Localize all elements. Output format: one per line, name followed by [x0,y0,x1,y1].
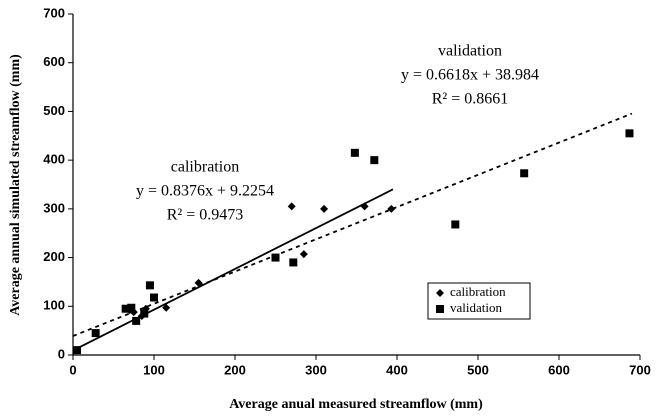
y-tick-label: 100 [43,298,65,313]
trend-line [76,188,394,350]
point [287,202,296,211]
x-tick-label: 500 [467,362,489,377]
point [451,220,460,229]
point [299,250,308,259]
trend-r2: R² = 0.8661 [432,91,509,108]
x-axis-title: Average anual measured streamflow (mm) [229,397,483,412]
point [140,309,149,318]
x-tick-label: 400 [386,362,408,377]
trend-equation: y = 0.6618x + 38.984 [401,67,539,84]
series-label: calibration [171,159,239,176]
y-tick-label: 600 [43,54,65,69]
y-tick-label: 700 [43,5,65,20]
x-tick-label: 100 [143,362,165,377]
point [350,148,359,157]
point [370,156,379,165]
y-tick-label: 0 [58,346,65,361]
point [271,253,280,262]
point [520,169,529,178]
trend-equation: y = 0.8376x + 9.2254 [136,183,274,200]
y-tick-label: 400 [43,152,65,167]
point [320,204,329,213]
point [289,258,298,267]
trend-line [72,112,633,337]
y-tick-label: 500 [43,103,65,118]
x-tick-label: 700 [629,362,651,377]
point [121,304,130,313]
x-tick-label: 600 [548,362,570,377]
point [387,204,396,213]
x-tick-label: 300 [305,362,327,377]
x-tick-label: 200 [224,362,246,377]
point [162,303,171,312]
trend-r2: R² = 0.9473 [167,207,244,224]
series-label: validation [438,43,502,60]
point [127,303,136,312]
point [360,202,369,211]
y-tick-label: 300 [43,200,65,215]
y-tick-label: 200 [43,249,65,264]
legend-label: validation [450,300,502,315]
y-axis-title: Average annual simulated streamflow (mm) [8,54,23,316]
x-tick-label: 0 [69,362,76,377]
legend-marker [436,305,444,313]
point [150,293,158,302]
legend-marker [436,289,444,297]
legend-box [427,282,531,320]
legend-label: calibration [450,284,506,299]
point [132,316,141,325]
point [73,346,82,355]
point [145,281,154,290]
point [91,329,100,338]
point [625,129,634,138]
